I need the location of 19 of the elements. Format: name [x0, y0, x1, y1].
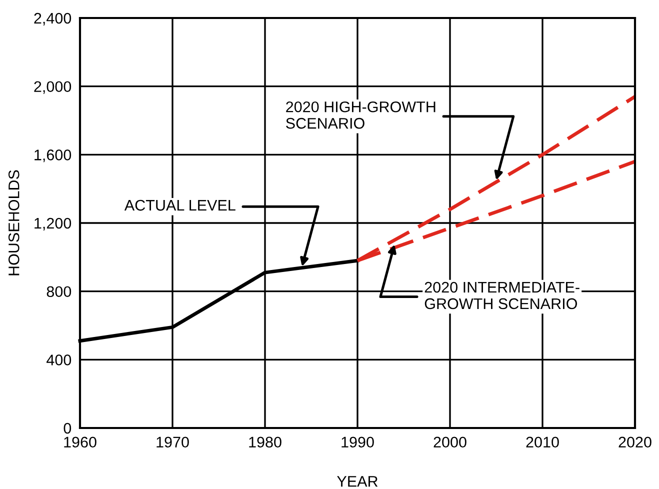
x-tick-label: 1980: [249, 436, 282, 448]
annotation: 2020 HIGH-GROWTH SCENARIO: [286, 101, 436, 129]
y-tick-label: 0: [64, 422, 72, 434]
annotation: 2020 INTERMEDIATE- GROWTH SCENARIO: [424, 282, 580, 310]
y-tick-label: 1,600: [34, 150, 72, 162]
y-axis-title: HOUSEHOLDS: [8, 170, 20, 276]
x-tick-label: 1970: [156, 436, 189, 448]
y-tick-label: 400: [46, 354, 72, 366]
y-tick-label: 800: [46, 286, 72, 298]
y-tick-label: 2,000: [34, 81, 72, 94]
y-tick-label: 1,200: [34, 218, 72, 230]
y-tick-label: 2,400: [34, 12, 72, 26]
x-axis-title: YEAR: [337, 476, 378, 487]
x-tick-label: 2020: [618, 436, 652, 448]
x-tick-label: 2010: [526, 436, 559, 448]
annotation: ACTUAL LEVEL: [124, 200, 236, 211]
x-tick-label: 1960: [64, 436, 96, 448]
x-tick-label: 1990: [342, 436, 374, 448]
x-tick-label: 2000: [434, 436, 466, 448]
